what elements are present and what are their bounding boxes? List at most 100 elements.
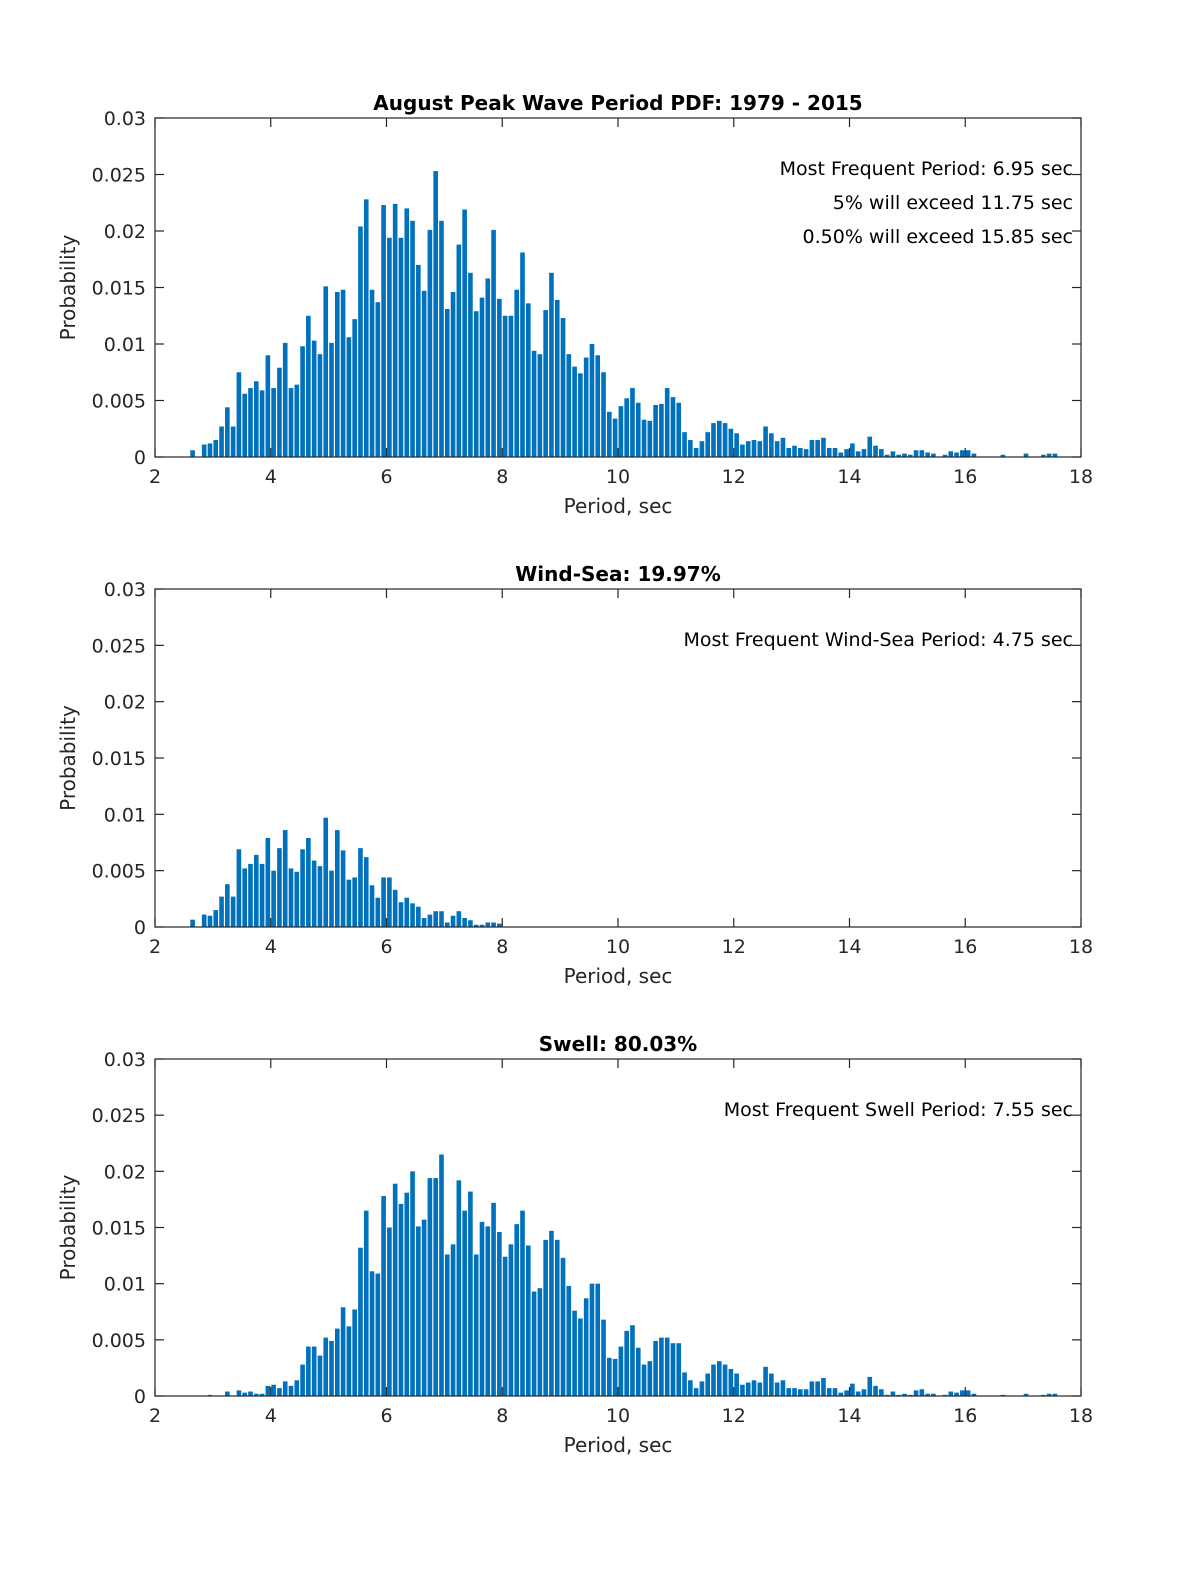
bar — [190, 919, 195, 927]
y-tick-label: 0.005 — [92, 391, 146, 413]
bar — [473, 924, 479, 927]
bar — [861, 449, 867, 457]
annotation-most-frequent-wind-sea: Most Frequent Wind-Sea Period: 4.75 sec — [684, 629, 1073, 651]
bar — [311, 860, 317, 927]
bar — [334, 830, 340, 927]
bar — [855, 451, 861, 457]
bar — [439, 911, 444, 927]
bar — [821, 1378, 826, 1396]
bar — [554, 299, 560, 457]
bar — [948, 451, 954, 457]
x-tick-label: 10 — [606, 466, 630, 488]
bar — [925, 452, 930, 457]
bar — [705, 1373, 711, 1396]
bar — [641, 419, 647, 457]
y-tick-label: 0.025 — [92, 635, 146, 657]
bar — [618, 1346, 624, 1396]
bar — [497, 923, 502, 927]
y-axis-label: Probability — [56, 234, 80, 340]
bar — [450, 292, 456, 457]
bar — [248, 1391, 253, 1396]
x-tick-label: 8 — [496, 936, 508, 958]
bar — [844, 449, 849, 457]
bar — [306, 315, 311, 457]
y-tick-label: 0.005 — [92, 861, 146, 883]
bar — [358, 226, 363, 457]
bar — [294, 871, 300, 927]
bar — [879, 449, 884, 457]
bar — [803, 1389, 809, 1396]
bar — [543, 1239, 548, 1396]
bar — [456, 1180, 462, 1396]
bar — [329, 870, 334, 927]
bar — [815, 1381, 820, 1396]
bar — [497, 1231, 502, 1396]
bar — [346, 337, 352, 457]
bar — [323, 286, 329, 457]
annotation-0.5pct-exceed: 0.50% will exceed 15.85 sec — [803, 226, 1073, 248]
bar — [763, 426, 768, 457]
bar — [253, 381, 259, 457]
bar — [682, 1372, 687, 1396]
annotation-most-frequent-swell: Most Frequent Swell Period: 7.55 sec — [724, 1099, 1073, 1121]
bar — [381, 205, 386, 457]
bar — [826, 1388, 832, 1396]
bar — [1046, 453, 1052, 457]
bar — [601, 372, 606, 457]
bar — [300, 849, 305, 927]
bar — [433, 171, 439, 458]
bar — [716, 1361, 722, 1396]
bar — [948, 1391, 954, 1396]
bar — [653, 1340, 658, 1396]
bar — [693, 1388, 699, 1396]
bar — [583, 1298, 589, 1396]
bar — [416, 906, 421, 927]
bar — [282, 830, 288, 927]
bar — [595, 355, 601, 457]
bar — [253, 1393, 259, 1396]
bar — [323, 1337, 329, 1396]
x-tick-label: 6 — [380, 466, 392, 488]
bar — [387, 1227, 392, 1396]
bar — [902, 1393, 907, 1396]
bar — [607, 411, 612, 457]
bar — [525, 303, 531, 457]
bar — [630, 1325, 635, 1396]
bar — [913, 1390, 919, 1396]
bar — [387, 877, 392, 927]
x-tick-label: 10 — [606, 1405, 630, 1427]
bar — [248, 388, 253, 457]
x-tick-label: 14 — [837, 466, 861, 488]
bar — [346, 879, 352, 927]
bar — [850, 1383, 855, 1396]
bar — [410, 220, 415, 457]
bar — [329, 342, 334, 457]
bar — [716, 420, 722, 457]
bar — [334, 1328, 340, 1396]
y-tick-label: 0.03 — [104, 108, 146, 130]
bar — [757, 1382, 763, 1396]
bar — [329, 1340, 334, 1396]
bar — [1041, 454, 1046, 457]
bar — [537, 354, 543, 457]
bar — [838, 1392, 844, 1396]
bar — [352, 877, 357, 927]
bar — [549, 1230, 554, 1396]
bar — [352, 319, 357, 457]
bar — [427, 1178, 433, 1396]
bar — [531, 1291, 537, 1396]
bar — [381, 1196, 386, 1396]
bar — [265, 355, 271, 457]
bar — [242, 1392, 248, 1396]
panel-overall: August Peak Wave Period PDF: 1979 - 2015… — [56, 91, 1093, 518]
bar — [294, 1380, 300, 1396]
bar — [190, 450, 195, 457]
x-tick-label: 8 — [496, 1405, 508, 1427]
bar — [653, 405, 658, 457]
bar — [479, 1221, 485, 1396]
bar — [456, 911, 462, 927]
y-tick-label: 0.03 — [104, 1049, 146, 1071]
bar — [213, 910, 219, 927]
bar — [1023, 1393, 1029, 1396]
y-tick-label: 0.03 — [104, 579, 146, 601]
